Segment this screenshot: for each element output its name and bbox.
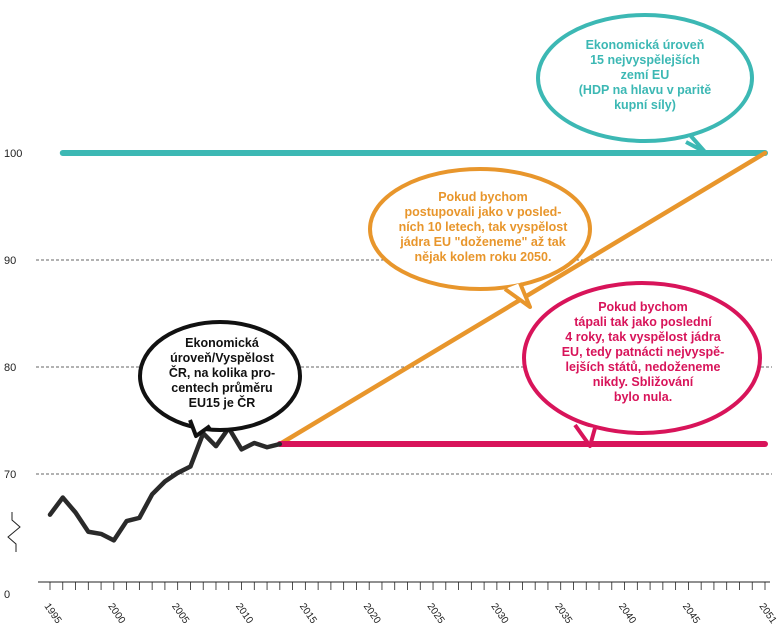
series-cr-line — [47, 425, 283, 543]
annotation-orange: Pokud bychom postupovali jako v posled- … — [398, 190, 568, 264]
x-tick-label: 2020 — [361, 601, 383, 626]
x-tick-label: 2000 — [105, 601, 127, 626]
annotation-pink: Pokud bychom tápali tak jako poslední 4 … — [561, 300, 725, 404]
x-tick-label: 2051 — [757, 601, 778, 626]
bubble-orange-tail — [503, 282, 532, 309]
bubble-teal-tail — [685, 133, 707, 154]
y-tick-label: 90 — [4, 255, 16, 267]
annotation-black: Ekonomická úroveň/Vyspělost ČR, na kolik… — [168, 336, 276, 410]
x-tick-label: 2045 — [680, 601, 702, 626]
bubble-pink-outline — [522, 281, 762, 435]
x-tick-label: 2030 — [488, 601, 510, 626]
x-tick-label: 2015 — [297, 601, 319, 626]
x-tick-label: 2010 — [233, 601, 255, 626]
annotation-bubbles — [138, 13, 762, 448]
x-tick-label: 1995 — [42, 601, 64, 626]
x-tick-label: 2040 — [616, 601, 638, 626]
x-tick-label: 2005 — [169, 601, 191, 626]
y-tick-label: 100 — [4, 148, 22, 160]
bubble-orange-outline — [368, 167, 592, 291]
y-tick-label: 0 — [4, 589, 10, 601]
x-axis: 1995 2000 2005 2010 2015 2020 2025 2030 2035 2040… — [38, 581, 778, 626]
x-tick-label: 2025 — [425, 601, 447, 626]
annotation-teal: Ekonomická úroveň 15 nejvyspělejších zem… — [578, 38, 712, 112]
y-axis: 0 70 80 90 100 — [4, 148, 22, 601]
x-tick-label: 2035 — [552, 601, 574, 626]
bubble-black-tail — [188, 419, 212, 438]
series-lines — [47, 150, 768, 543]
y-tick-label: 80 — [4, 362, 16, 374]
bubble-teal-outline — [536, 13, 754, 143]
bubble-black-outline — [138, 320, 302, 432]
axis-break-mark — [7, 512, 21, 552]
y-tick-label: 70 — [4, 469, 16, 481]
bubble-pink-tail — [573, 423, 597, 448]
